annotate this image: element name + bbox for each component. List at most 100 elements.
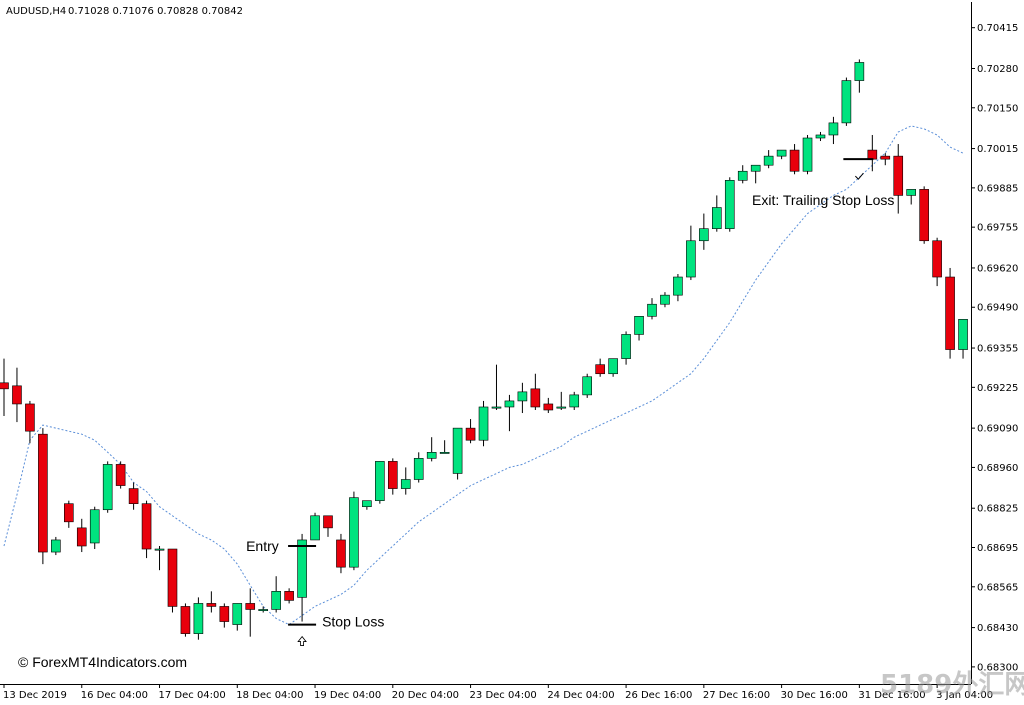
- time-tick-label: 16 Dec 04:00: [81, 690, 148, 701]
- candle-body: [89, 509, 100, 544]
- candle: [478, 400, 489, 447]
- candle: [660, 292, 670, 308]
- candle-body: [815, 134, 826, 139]
- candle: [673, 274, 683, 302]
- candle-body: [491, 406, 502, 409]
- chart-header-symbol: AUDUSD,H4: [6, 6, 66, 17]
- candle: [582, 373, 593, 398]
- candle: [64, 500, 74, 528]
- candle-body: [517, 391, 528, 402]
- candle: [724, 177, 735, 232]
- price-tick-label: 0.69885: [977, 183, 1018, 194]
- candle: [504, 394, 515, 432]
- candle-body: [219, 606, 230, 622]
- candle: [530, 373, 541, 410]
- candle: [323, 515, 333, 537]
- trailing-stop-layer: [3, 125, 964, 626]
- price-tick-label: 0.68960: [977, 463, 1018, 474]
- candle: [439, 440, 450, 454]
- candle: [219, 603, 230, 628]
- candle: [258, 606, 269, 613]
- candle-body: [375, 461, 385, 501]
- candle-body: [76, 527, 87, 547]
- stop-loss-label: Stop Loss: [322, 614, 384, 630]
- candle-body: [660, 294, 670, 305]
- candle-body: [64, 503, 74, 523]
- candle: [841, 77, 852, 126]
- candle-body: [154, 548, 165, 551]
- candle: [180, 603, 191, 637]
- candle-body: [582, 376, 593, 396]
- candle: [400, 467, 411, 495]
- candle-body: [932, 240, 942, 278]
- candle-body: [750, 164, 761, 172]
- candle: [828, 116, 839, 145]
- candle: [387, 458, 398, 495]
- price-tick-label: 0.69490: [977, 303, 1018, 314]
- candle-body: [543, 403, 554, 411]
- candle: [154, 546, 165, 571]
- candle: [880, 153, 891, 166]
- candle-body: [349, 497, 359, 568]
- price-tick-label: 0.69355: [977, 344, 1018, 355]
- price-tick-label: 0.70415: [977, 23, 1018, 34]
- annotations-layer: Entry Stop Loss Exit: Trailing Stop Loss: [246, 158, 894, 646]
- candle: [141, 500, 152, 559]
- up-arrow-icon: [297, 635, 307, 646]
- candle: [802, 134, 813, 175]
- candle-body: [673, 276, 683, 296]
- candle-body: [893, 155, 904, 196]
- candle: [452, 427, 463, 480]
- candle-body: [906, 189, 917, 196]
- time-tick-label: 23 Dec 04:00: [470, 690, 537, 701]
- candle: [491, 364, 502, 410]
- candle: [362, 500, 372, 510]
- candle: [634, 316, 644, 341]
- candle: [815, 131, 826, 142]
- candles-layer: [0, 59, 968, 640]
- price-tick-label: 0.68825: [977, 504, 1018, 515]
- candle: [621, 331, 631, 365]
- candle: [608, 358, 618, 377]
- candle: [737, 165, 748, 184]
- candle-body: [530, 388, 541, 408]
- price-tick-label: 0.68565: [977, 582, 1018, 593]
- candle-body: [128, 488, 139, 504]
- candle-body: [297, 539, 307, 598]
- candle-body: [686, 240, 696, 278]
- candle-body: [569, 394, 580, 408]
- time-tick-label: 18 Dec 04:00: [236, 690, 303, 701]
- candle-body: [867, 149, 878, 160]
- candle-body: [478, 406, 489, 441]
- candle: [906, 189, 917, 205]
- candle-body: [789, 149, 800, 172]
- candle-body: [647, 303, 657, 317]
- candle: [686, 225, 696, 281]
- candle-body: [180, 606, 191, 634]
- candle-body: [595, 364, 605, 375]
- candle: [763, 150, 774, 169]
- candle-body: [634, 316, 644, 335]
- candle-body: [167, 548, 178, 607]
- candle: [193, 597, 204, 640]
- candle: [25, 400, 35, 444]
- candle: [556, 391, 567, 410]
- chart-header-quote: 0.71028 0.71076 0.70828 0.70842: [68, 6, 243, 17]
- candle-body: [465, 427, 476, 441]
- candle-body: [310, 515, 320, 541]
- candle-body: [38, 433, 48, 553]
- candle-body: [25, 403, 35, 432]
- candle: [932, 237, 942, 287]
- candle-body: [258, 609, 269, 611]
- price-tick-label: 0.70015: [977, 144, 1018, 155]
- candle: [115, 461, 126, 489]
- candle-body: [413, 458, 424, 480]
- candle-body: [387, 461, 398, 489]
- candle-body: [0, 382, 9, 390]
- candle-body: [880, 155, 891, 160]
- candle: [569, 391, 580, 410]
- candle-body: [919, 189, 929, 242]
- time-tick-label: 24 Dec 04:00: [547, 690, 614, 701]
